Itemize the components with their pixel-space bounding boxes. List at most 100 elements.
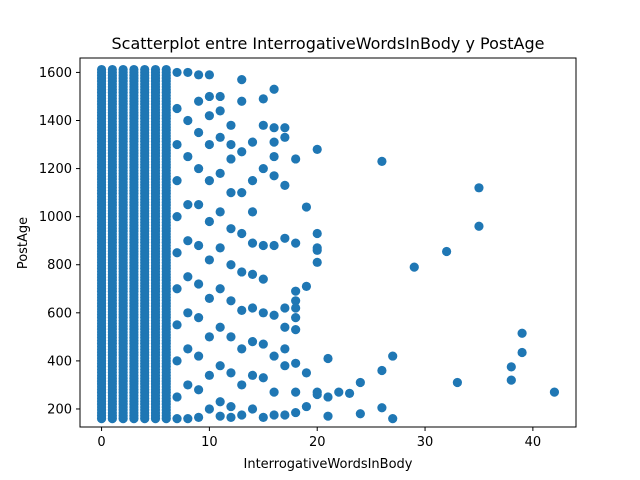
x-tick-label: 0 — [97, 435, 105, 450]
data-point — [344, 388, 355, 398]
data-point — [183, 151, 193, 162]
data-point — [355, 409, 365, 419]
data-point — [226, 296, 236, 306]
data-point — [280, 132, 290, 142]
points-layer — [96, 64, 560, 424]
data-point — [172, 392, 182, 402]
data-point — [377, 156, 387, 166]
data-point — [215, 207, 225, 217]
y-tick-label: 800 — [47, 258, 72, 273]
data-point — [172, 67, 182, 78]
data-point — [258, 163, 268, 174]
data-point — [247, 238, 258, 248]
data-point — [269, 351, 279, 361]
data-point — [474, 221, 484, 231]
data-point — [237, 380, 247, 390]
data-point — [183, 67, 193, 78]
data-point — [183, 344, 193, 354]
data-point — [172, 176, 182, 186]
data-point — [258, 120, 268, 130]
data-point — [355, 377, 365, 388]
data-point — [442, 246, 452, 257]
data-point — [194, 412, 204, 422]
data-point — [247, 337, 258, 347]
data-point — [301, 281, 312, 291]
data-point — [204, 370, 214, 380]
data-point — [237, 267, 247, 277]
data-point — [161, 64, 171, 75]
data-point — [215, 284, 225, 294]
data-point — [291, 387, 301, 397]
data-point — [377, 403, 387, 413]
data-point — [172, 103, 182, 114]
data-point — [204, 404, 214, 414]
data-point — [312, 245, 322, 255]
data-point — [280, 361, 290, 371]
data-point — [237, 147, 247, 157]
data-point — [312, 257, 322, 267]
data-point — [517, 347, 527, 358]
data-point — [204, 91, 214, 102]
data-point — [194, 127, 204, 138]
x-axis-label: InterrogativeWordsInBody — [244, 457, 413, 472]
data-point — [301, 401, 312, 412]
data-point — [226, 120, 236, 130]
data-point — [194, 200, 204, 210]
data-point — [226, 154, 236, 164]
data-point — [183, 380, 193, 390]
data-point — [291, 325, 301, 335]
data-point — [194, 240, 204, 251]
data-point — [280, 322, 290, 332]
data-point — [172, 284, 182, 294]
data-point — [172, 139, 182, 150]
data-point — [258, 339, 268, 349]
data-point — [150, 64, 161, 75]
x-axis: 0 10 20 30 40 — [97, 427, 541, 450]
x-tick-label: 40 — [525, 435, 542, 450]
data-point — [323, 392, 333, 402]
data-point — [269, 84, 279, 94]
data-point — [247, 269, 258, 279]
data-point — [194, 96, 204, 106]
data-point — [204, 139, 214, 150]
data-point — [183, 115, 193, 126]
data-point — [204, 216, 214, 227]
data-point — [215, 132, 225, 142]
data-point — [204, 332, 214, 342]
data-point — [280, 233, 290, 243]
plot-frame — [79, 57, 577, 428]
data-point — [226, 188, 236, 198]
data-point — [323, 353, 333, 364]
data-point — [269, 240, 279, 251]
data-point — [226, 401, 236, 412]
data-point — [118, 64, 128, 75]
data-point — [269, 171, 279, 181]
data-point — [280, 344, 290, 354]
data-point — [247, 176, 258, 186]
data-point — [204, 70, 214, 80]
data-point — [269, 151, 279, 162]
data-point — [237, 344, 247, 354]
data-point — [474, 183, 484, 193]
data-point — [140, 64, 150, 75]
data-point — [215, 168, 225, 178]
data-point — [183, 272, 193, 282]
y-tick-label: 600 — [47, 306, 72, 321]
data-point — [237, 228, 247, 239]
data-point — [172, 413, 182, 424]
data-point — [291, 407, 301, 418]
chart-title: Scatterplot entre InterrogativeWordsInBo… — [112, 34, 545, 53]
data-point — [409, 262, 419, 272]
data-point — [247, 370, 258, 380]
x-tick-label: 10 — [201, 435, 218, 450]
data-point — [107, 64, 117, 75]
data-point — [280, 303, 290, 313]
data-point — [237, 96, 247, 106]
data-point — [269, 310, 279, 320]
data-point — [258, 308, 268, 318]
data-point — [334, 387, 344, 397]
data-point — [258, 240, 268, 251]
data-point — [226, 412, 236, 422]
y-tick-label: 200 — [47, 402, 72, 417]
data-point — [377, 365, 387, 376]
